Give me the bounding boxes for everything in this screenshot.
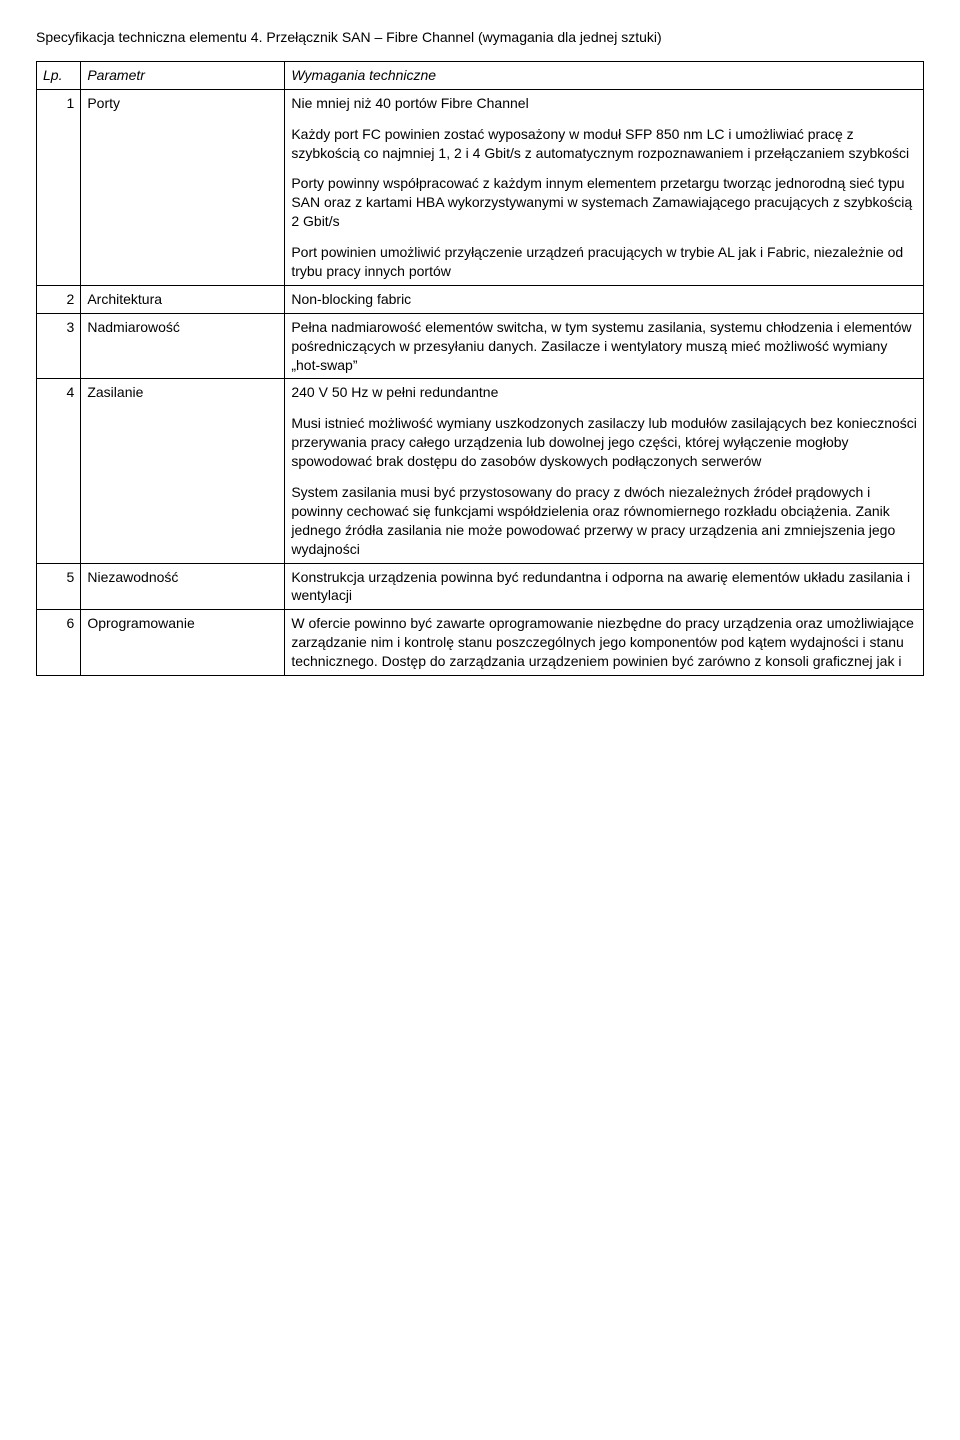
cell-param: Niezawodność (81, 563, 285, 610)
table-row: 5 Niezawodność Konstrukcja urządzenia po… (37, 563, 924, 610)
cell-req: 240 V 50 Hz w pełni redundantne Musi ist… (285, 379, 924, 563)
req-paragraph: Pełna nadmiarowość elementów switcha, w … (291, 318, 917, 375)
req-paragraph: W ofercie powinno być zawarte oprogramow… (291, 614, 917, 671)
req-paragraph: System zasilania musi być przystosowany … (291, 483, 917, 559)
cell-lp: 2 (37, 285, 81, 313)
cell-param: Nadmiarowość (81, 313, 285, 379)
cell-req: Nie mniej niż 40 portów Fibre Channel Ka… (285, 89, 924, 285)
cell-lp: 1 (37, 89, 81, 285)
req-paragraph: Nie mniej niż 40 portów Fibre Channel (291, 94, 917, 113)
table-row: 1 Porty Nie mniej niż 40 portów Fibre Ch… (37, 89, 924, 285)
cell-req: Konstrukcja urządzenia powinna być redun… (285, 563, 924, 610)
req-paragraph: Port powinien umożliwić przyłączenie urz… (291, 243, 917, 281)
cell-param: Porty (81, 89, 285, 285)
cell-lp: 6 (37, 610, 81, 676)
table-row: 2 Architektura Non-blocking fabric (37, 285, 924, 313)
cell-lp: 3 (37, 313, 81, 379)
cell-req: Non-blocking fabric (285, 285, 924, 313)
cell-lp: 4 (37, 379, 81, 563)
req-paragraph: Każdy port FC powinien zostać wyposażony… (291, 125, 917, 163)
cell-req: W ofercie powinno być zawarte oprogramow… (285, 610, 924, 676)
spec-table: Lp. Parametr Wymagania techniczne 1 Port… (36, 61, 924, 676)
cell-req: Pełna nadmiarowość elementów switcha, w … (285, 313, 924, 379)
req-paragraph: Musi istnieć możliwość wymiany uszkodzon… (291, 414, 917, 471)
cell-param: Oprogramowanie (81, 610, 285, 676)
header-param: Parametr (81, 61, 285, 89)
cell-lp: 5 (37, 563, 81, 610)
cell-param: Architektura (81, 285, 285, 313)
cell-param: Zasilanie (81, 379, 285, 563)
page-title: Specyfikacja techniczna elementu 4. Prze… (36, 28, 924, 47)
table-row: 3 Nadmiarowość Pełna nadmiarowość elemen… (37, 313, 924, 379)
header-req: Wymagania techniczne (285, 61, 924, 89)
req-paragraph: 240 V 50 Hz w pełni redundantne (291, 383, 917, 402)
header-lp: Lp. (37, 61, 81, 89)
req-paragraph: Non-blocking fabric (291, 290, 917, 309)
table-row: 4 Zasilanie 240 V 50 Hz w pełni redundan… (37, 379, 924, 563)
table-header-row: Lp. Parametr Wymagania techniczne (37, 61, 924, 89)
req-paragraph: Konstrukcja urządzenia powinna być redun… (291, 568, 917, 606)
req-paragraph: Porty powinny współpracować z każdym inn… (291, 174, 917, 231)
table-row: 6 Oprogramowanie W ofercie powinno być z… (37, 610, 924, 676)
